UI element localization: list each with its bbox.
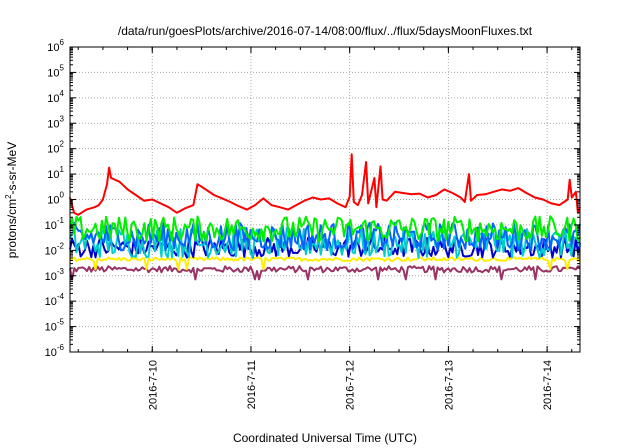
y-tick-label: 103 <box>47 114 64 130</box>
x-tick-label: 2016-7-12 <box>345 360 357 410</box>
series-line <box>69 256 581 271</box>
ticks: 10-6 10-5 10-4 10-3 10-2 10-1 100 101 102 103 104 1… <box>45 38 580 410</box>
x-tick-label: 2016-7-11 <box>246 360 258 409</box>
series-group <box>69 153 581 281</box>
x-tick-label: 2016-7-10 <box>147 360 159 410</box>
y-tick-label: 105 <box>47 63 64 79</box>
series-line <box>69 265 581 281</box>
y-tick-label: 10-6 <box>45 343 65 359</box>
y-tick-label: 101 <box>47 165 64 181</box>
x-axis-label: Coordinated Universal Time (UTC) <box>233 431 417 445</box>
y-tick-label: 104 <box>47 89 64 105</box>
x-tick-label: 2016-7-13 <box>443 360 455 410</box>
y-tick-label: 10-2 <box>45 241 65 257</box>
y-tick-label: 10-4 <box>45 292 65 308</box>
series-line <box>69 226 581 259</box>
chart-title: /data/run/goesPlots/archive/2016-07-14/0… <box>118 24 533 38</box>
y-tick-label: 10-3 <box>45 267 65 283</box>
y-tick-label: 10-5 <box>45 318 65 334</box>
series-line <box>69 215 581 243</box>
y-tick-label: 102 <box>47 140 64 156</box>
y-axis-label: protons/cm2-s-sr-MeV <box>4 142 19 258</box>
series-line <box>69 153 581 216</box>
x-tick-label: 2016-7-14 <box>542 360 554 410</box>
y-tick-label: 106 <box>47 38 64 54</box>
y-tick-label: 10-1 <box>45 216 65 232</box>
y-tick-label: 100 <box>47 191 64 207</box>
